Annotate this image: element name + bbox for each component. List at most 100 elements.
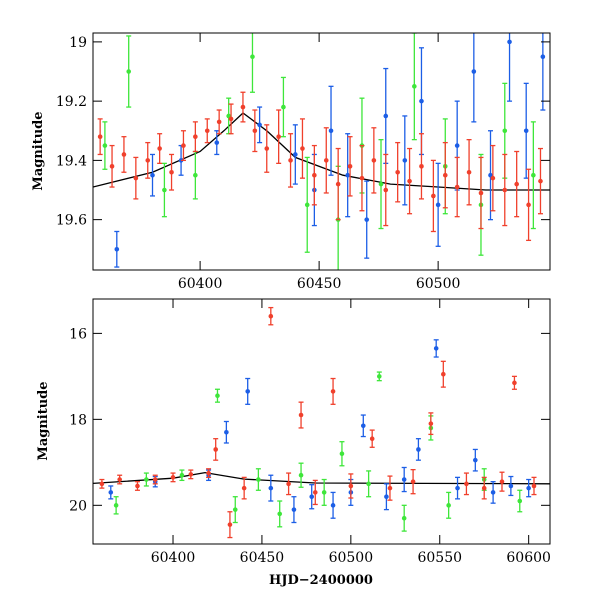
top-blue-data-point: [471, 33, 477, 123]
bottom-panel: 60400 60450 60500 60550 60600 16 18 20 Magnitud…: [36, 298, 551, 588]
top-red-data-point: [526, 168, 532, 242]
bottom-red-data-point: [170, 472, 176, 483]
bottom-green-data-point: [366, 470, 372, 498]
bottom-blue-data-point: [330, 491, 336, 519]
top-red-data-point: [430, 159, 436, 233]
bottom-red-data-point: [298, 401, 304, 429]
bottom-blue-data-point: [472, 448, 478, 472]
bottom-blue-data-point: [223, 420, 229, 444]
bottom-green-data-point: [179, 469, 185, 482]
top-blue-data-point: [435, 162, 441, 247]
top-green-data-point: [378, 138, 384, 230]
bottom-blue-data-point: [108, 485, 114, 500]
bottom-blue-data-point: [415, 438, 421, 461]
bottom-panel-axes: 60400 60450 60500 60550 60600 16 18 20: [69, 299, 551, 566]
top-green-data-point: [102, 121, 108, 170]
bottom-blue-data-point: [309, 484, 315, 510]
top-blue-data-point: [114, 230, 120, 268]
top-red-data-point: [252, 109, 258, 153]
bottom-green-data-point: [339, 441, 345, 467]
bottom-green-data-point: [298, 462, 304, 488]
top-red-data-point: [204, 118, 210, 144]
top-red-data-point: [276, 109, 282, 165]
bottom-green-data-point: [517, 489, 523, 513]
top-y-tick-label: 19.4: [56, 153, 87, 169]
top-red-data-point: [133, 156, 139, 200]
top-red-data-point: [442, 141, 448, 209]
top-y-tick-label: 19.6: [56, 213, 87, 229]
bottom-red-data-point: [463, 472, 469, 496]
top-red-data-point: [109, 144, 115, 188]
top-green-data-point: [161, 162, 167, 218]
top-y-tick-label: 19: [69, 35, 87, 51]
bottom-red-data-point: [387, 475, 393, 501]
bottom-green-data-point: [255, 468, 261, 491]
top-red-data-point: [240, 91, 246, 123]
bottom-green-data-point: [376, 371, 382, 382]
top-red-data-point: [335, 147, 341, 221]
bottom-blue-data-point: [360, 414, 366, 438]
bottom-red-data-point: [286, 472, 292, 496]
top-green-data-point: [411, 33, 417, 141]
top-red-data-point: [169, 153, 175, 191]
bottom-green-data-point: [277, 500, 283, 528]
top-red-data-point: [466, 138, 472, 206]
top-blue-data-point: [507, 33, 513, 102]
bottom-red-data-point: [227, 511, 233, 539]
bottom-red-data-point: [188, 469, 194, 480]
bottom-x-tick-label: 60450: [240, 550, 285, 566]
bottom-panel-data: [93, 306, 550, 539]
bottom-y-tick-label: 16: [69, 326, 87, 342]
bottom-red-data-point: [481, 476, 487, 500]
bottom-panel-frame: [92, 298, 551, 545]
top-red-data-point: [383, 153, 389, 227]
bottom-red-data-point: [213, 438, 219, 461]
bottom-green-data-point: [232, 496, 238, 524]
bottom-red-data-point: [440, 360, 446, 388]
top-red-data-point: [478, 156, 484, 230]
bottom-x-tick-label: 60600: [506, 550, 551, 566]
bottom-green-data-point: [321, 478, 327, 506]
top-green-data-point: [304, 156, 310, 253]
top-red-data-point: [502, 153, 508, 227]
top-green-data-point: [280, 76, 286, 138]
top-panel-axes: 60400 60450 60500 19 19.2 19.4 19.6: [56, 33, 550, 292]
top-red-data-point: [216, 109, 222, 135]
top-y-tick-label: 19.2: [56, 94, 87, 110]
bottom-green-data-point: [214, 388, 220, 403]
bottom-red-data-point: [152, 474, 158, 485]
top-red-data-point: [97, 118, 103, 156]
bottom-y-tick-label: 18: [69, 412, 87, 428]
bottom-blue-data-point: [268, 474, 274, 502]
bottom-red-data-point: [117, 474, 123, 485]
bottom-green-data-point: [401, 504, 407, 532]
bottom-red-data-point: [511, 375, 517, 390]
bottom-red-data-point: [348, 473, 354, 499]
top-blue-data-point: [328, 85, 334, 176]
bottom-blue-data-point: [526, 478, 532, 498]
top-green-data-point: [126, 35, 132, 108]
bottom-red-data-point: [369, 429, 375, 448]
top-red-data-point: [145, 141, 151, 179]
bottom-blue-data-point: [508, 475, 514, 497]
bottom-blue-data-point: [490, 481, 496, 504]
top-red-data-point: [371, 127, 377, 194]
bottom-blue-data-point: [401, 466, 407, 493]
bottom-red-data-point: [531, 476, 537, 496]
bottom-red-data-point: [499, 471, 505, 492]
bottom-red-data-point: [330, 377, 336, 405]
top-green-data-point: [249, 33, 255, 93]
top-blue-data-point: [214, 130, 220, 156]
bottom-model-curve: [93, 471, 550, 485]
top-red-data-point: [192, 121, 198, 153]
top-blue-data-point: [364, 180, 370, 259]
top-red-data-point: [347, 136, 353, 197]
top-red-data-point: [537, 147, 543, 215]
bottom-blue-data-point: [245, 377, 251, 405]
top-red-data-point: [490, 144, 496, 212]
bottom-blue-data-point: [383, 483, 389, 511]
bottom-red-data-point: [99, 478, 105, 489]
top-panel: 60400 60450 60500 19 19.2 19.4 19.6 Magnitude: [31, 32, 551, 292]
bottom-red-data-point: [241, 476, 247, 500]
